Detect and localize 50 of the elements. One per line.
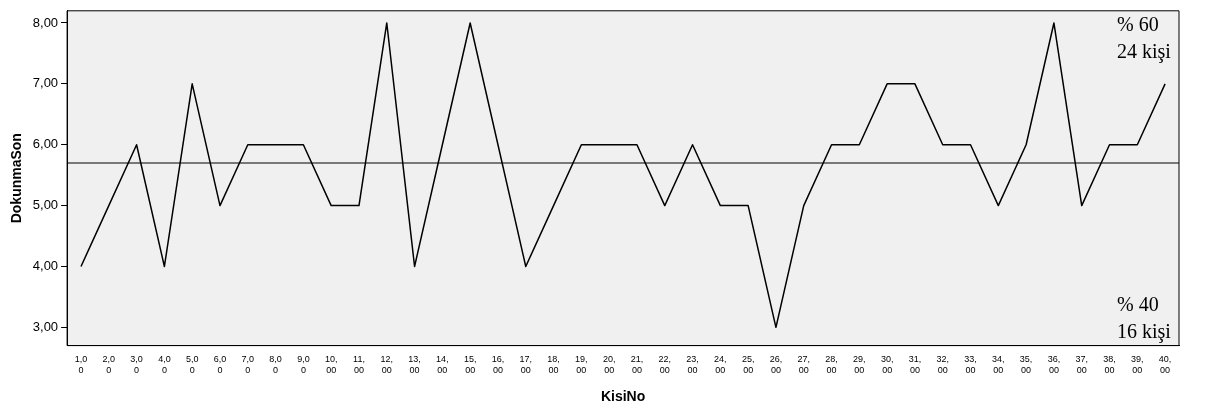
x-tick-label: 6,00: [213, 354, 227, 376]
x-tick-label: 34,00: [992, 354, 1005, 376]
x-tick-label: 38,00: [1103, 354, 1116, 376]
y-tick-label: 7,00: [32, 75, 59, 91]
x-tick-label: 35,00: [1019, 354, 1033, 376]
x-tick-label: 40,00: [1158, 354, 1172, 376]
x-axis-title: KisiNo: [600, 388, 646, 405]
x-tick-label: 9,00: [297, 354, 310, 376]
x-tick-label: 27,00: [797, 354, 810, 376]
x-tick-label: 16,00: [491, 354, 505, 376]
x-tick-label: 10,00: [324, 354, 338, 376]
x-tick-label: 28,00: [825, 354, 838, 376]
x-tick-label: 31,00: [908, 354, 922, 376]
x-tick-label: 17,00: [519, 354, 533, 376]
x-tick-label: 5,00: [185, 354, 199, 376]
x-tick-label: 22,00: [658, 354, 671, 376]
x-tick-label: 39,00: [1131, 354, 1144, 376]
x-tick-label: 1,00: [74, 354, 88, 376]
y-tick-label: 6,00: [32, 136, 59, 152]
x-tick-label: 11,00: [353, 354, 365, 376]
y-tick-label: 3,00: [32, 318, 59, 334]
x-tick-label: 13,00: [408, 354, 421, 376]
x-tick-label: 33,00: [964, 354, 977, 376]
x-tick-label: 21,00: [630, 354, 644, 376]
x-tick-label: 32,00: [936, 354, 949, 376]
y-tick-label: 5,00: [32, 197, 59, 213]
x-tick-label: 26,00: [769, 354, 783, 376]
x-tick-label: 14,00: [436, 354, 449, 376]
x-tick-label: 12,00: [380, 354, 394, 376]
x-tick-label: 25,00: [741, 354, 755, 376]
x-tick-label: 4,00: [158, 354, 171, 376]
x-tick-label: 30,00: [880, 354, 894, 376]
y-tick-label: 4,00: [32, 258, 59, 274]
x-tick-label: 24,00: [714, 354, 727, 376]
annotation: % 40 16 kişi: [1117, 292, 1172, 343]
x-tick-label: 18,00: [547, 354, 560, 376]
annotation: % 60 24 kişi: [1117, 12, 1172, 63]
y-axis-title: DokunmaSon: [8, 133, 25, 224]
x-tick-label: 36,00: [1047, 354, 1061, 376]
x-tick-label: 19,00: [575, 354, 588, 376]
x-tick-label: 3,00: [130, 354, 143, 376]
x-tick-label: 29,00: [853, 354, 866, 376]
x-tick-label: 2,00: [102, 354, 116, 376]
x-tick-label: 23,00: [686, 354, 699, 376]
y-tick-label: 8,00: [32, 14, 59, 30]
x-tick-label: 15,00: [463, 354, 477, 376]
x-tick-label: 7,00: [241, 354, 255, 376]
x-tick-label: 37,00: [1075, 354, 1088, 376]
x-tick-label: 8,00: [269, 354, 282, 376]
x-tick-label: 20,00: [602, 354, 616, 376]
